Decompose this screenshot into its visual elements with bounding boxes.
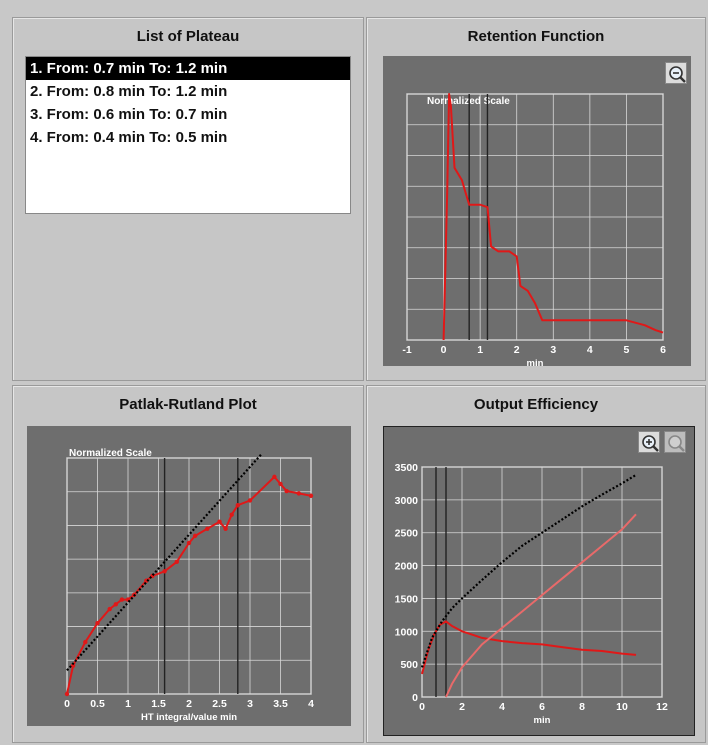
series-line-curve2 xyxy=(445,513,637,698)
data-point xyxy=(107,606,112,612)
x-tick-label: -1 xyxy=(402,344,411,356)
y-tick-label: 3500 xyxy=(395,462,419,474)
x-tick-label: 3.5 xyxy=(273,698,288,710)
x-tick-label: 4 xyxy=(587,344,593,356)
patlak-plot: 0 0.5 1 1.5 2 2.5 3 3.5 4 HT integral/value min No… xyxy=(27,426,351,726)
data-point xyxy=(308,493,314,498)
zoom-icon xyxy=(668,435,685,452)
plateau-list-item[interactable]: 2. From: 0.8 min To: 1.2 min xyxy=(30,83,228,100)
series-line-main xyxy=(442,93,664,341)
x-tick-label: 4 xyxy=(308,698,314,710)
zoom-button-disabled xyxy=(664,431,686,453)
retention-plot: -1 0 1 2 3 4 5 6 min Normalized Scale xyxy=(383,56,691,366)
y-tick-label: 2000 xyxy=(395,561,419,573)
zoom-in-button[interactable] xyxy=(638,431,660,453)
data-point xyxy=(223,526,228,531)
x-tick-label: 2 xyxy=(186,698,192,710)
x-tick-label: 1 xyxy=(477,344,483,356)
data-point xyxy=(119,597,125,602)
y-tick-label: 500 xyxy=(400,659,418,671)
x-tick-label: 0 xyxy=(441,344,447,356)
x-tick-label: 1 xyxy=(125,698,131,710)
zoom-out-button[interactable] xyxy=(665,62,687,84)
data-point xyxy=(296,491,301,496)
output-plot: 0 2 4 6 8 10 12 0 500 1000 1500 2000 2500 3000 3500 min xyxy=(383,426,695,736)
patlak-panel-title: Patlak-Rutland Plot xyxy=(119,396,257,413)
data-point xyxy=(205,526,210,531)
data-point xyxy=(284,488,289,494)
x-tick-label: 8 xyxy=(579,701,585,713)
plateau-panel: List of Plateau 1. From: 0.7 min To: 1.2… xyxy=(12,17,364,381)
x-tick-label: 3 xyxy=(550,344,556,356)
x-tick-label: 2 xyxy=(514,344,520,356)
data-point xyxy=(278,481,283,487)
data-point xyxy=(235,503,240,508)
data-point xyxy=(229,512,234,517)
data-point xyxy=(64,691,70,697)
x-tick-label: 2.5 xyxy=(212,698,227,710)
plateau-list-item[interactable]: 4. From: 0.4 min To: 0.5 min xyxy=(30,129,228,146)
patlak-chart: 0 0.5 1 1.5 2 2.5 3 3.5 4 HT integral/value min No… xyxy=(64,448,314,723)
data-point xyxy=(272,474,277,480)
data-point xyxy=(247,498,253,503)
y-tick-label: 0 xyxy=(412,692,418,704)
retention-panel: Retention Function -1 0 1 2 3 4 5 6 min Normalize… xyxy=(366,17,706,381)
data-point xyxy=(95,621,100,626)
patlak-panel: Patlak-Rutland Plot 0 0.5 1 1.5 2 2.5 3 3.5 4 HT … xyxy=(12,385,364,743)
data-point xyxy=(162,569,167,574)
series-line-fit xyxy=(420,473,637,668)
x-tick-label: 10 xyxy=(616,701,628,713)
x-tick-label: 2 xyxy=(459,701,465,713)
y-tick-label: 1500 xyxy=(395,593,419,605)
output-panel: Output Efficiency 0 2 4 6 8 10 12 0 500 1000 1500 2… xyxy=(366,385,706,743)
x-tick-label: 0 xyxy=(64,698,70,710)
x-tick-label: 6 xyxy=(539,701,545,713)
scale-annotation: Normalized Scale xyxy=(69,448,152,459)
plateau-list-item[interactable]: 1. From: 0.7 min To: 1.2 min xyxy=(26,57,350,80)
data-point xyxy=(174,559,179,565)
data-point xyxy=(113,602,119,607)
y-tick-label: 2500 xyxy=(395,528,419,540)
y-tick-label: 3000 xyxy=(395,495,419,507)
data-point xyxy=(217,519,222,524)
data-point xyxy=(186,540,192,546)
data-point xyxy=(83,639,88,645)
x-tick-label: 12 xyxy=(656,701,668,713)
x-tick-label: 0.5 xyxy=(90,698,105,710)
x-axis-label: min xyxy=(534,715,551,726)
retention-panel-title: Retention Function xyxy=(467,28,605,45)
y-tick-label: 1000 xyxy=(395,626,419,638)
plateau-panel-title: List of Plateau xyxy=(136,28,240,45)
series-line-curve1 xyxy=(421,620,637,675)
x-axis-label: min xyxy=(527,358,544,366)
data-point xyxy=(192,533,198,539)
series-line-fit xyxy=(66,452,264,672)
plateau-list-item[interactable]: 3. From: 0.6 min To: 0.7 min xyxy=(30,106,228,123)
output-chart: 0 2 4 6 8 10 12 0 500 1000 1500 2000 2500 3000 3500 min xyxy=(395,462,668,726)
x-tick-label: 4 xyxy=(499,701,505,713)
zoom-out-icon xyxy=(669,66,686,83)
plateau-list[interactable]: 1. From: 0.7 min To: 1.2 min 2. From: 0.… xyxy=(25,56,351,214)
x-axis-label: HT integral/value min xyxy=(141,712,237,723)
x-tick-label: 6 xyxy=(660,344,666,356)
output-panel-title: Output Efficiency xyxy=(473,396,599,413)
x-tick-label: 0 xyxy=(419,701,425,713)
data-point xyxy=(70,663,76,668)
zoom-in-icon xyxy=(642,435,659,452)
x-tick-label: 5 xyxy=(624,344,630,356)
x-tick-label: 1.5 xyxy=(151,698,166,710)
x-tick-label: 3 xyxy=(247,698,253,710)
